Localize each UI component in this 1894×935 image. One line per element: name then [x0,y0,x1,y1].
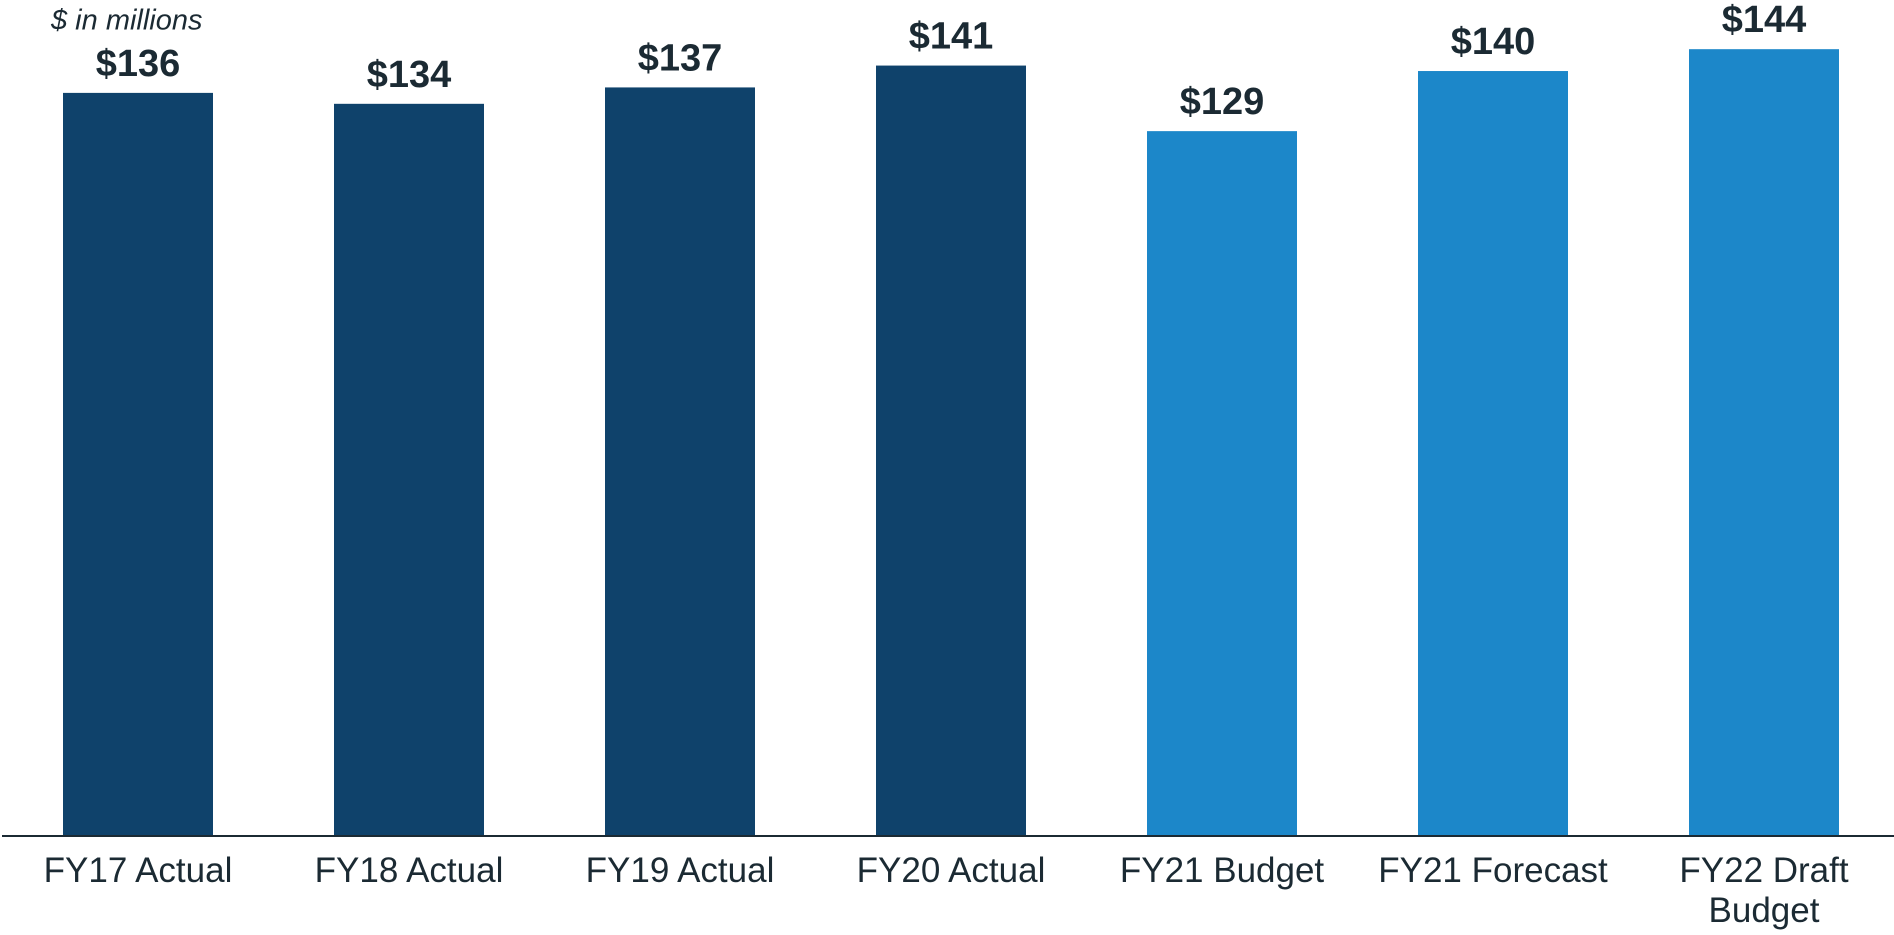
bar [63,92,213,836]
x-tick-label: FY21 Budget [1119,851,1325,890]
x-tick-label: FY19 Actual [585,851,775,890]
x-tick-label: FY17 Actual [43,851,233,890]
bar [334,103,484,836]
value-label: $144 [1722,0,1807,41]
x-tick-label: FY22 Draft Budget [1679,851,1849,931]
value-label: $136 [96,43,181,85]
bar [876,65,1026,837]
value-label: $137 [638,37,723,79]
bar [1689,49,1839,837]
x-tick-label: FY21 Forecast [1378,851,1608,890]
value-label: $129 [1180,81,1265,123]
bar [605,87,755,837]
bar [1147,131,1297,836]
value-label: $140 [1451,21,1536,63]
value-label: $141 [909,16,994,58]
x-tick-label: FY20 Actual [856,851,1046,890]
x-tick-label: FY18 Actual [314,851,504,890]
bar [1418,71,1568,837]
chart-subtitle: $ in millions [50,5,203,37]
value-label: $134 [367,54,452,96]
